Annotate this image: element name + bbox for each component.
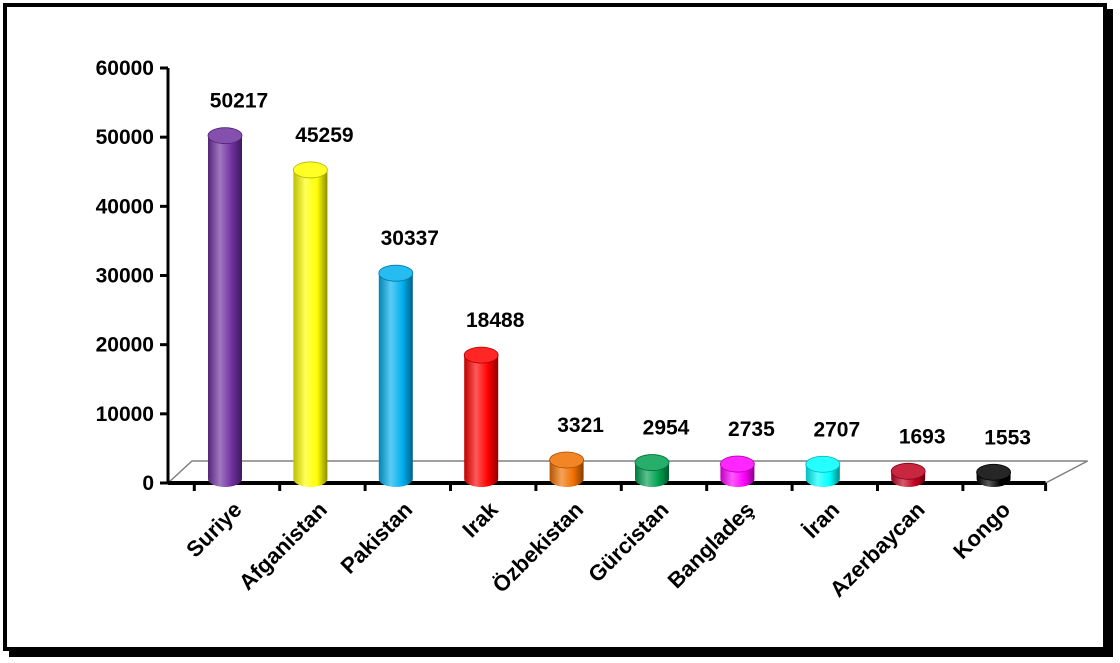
y-tick-label: 40000 xyxy=(96,195,154,218)
data-label: 1693 xyxy=(899,425,946,448)
bar-top-0 xyxy=(207,127,243,145)
y-tick-label: 10000 xyxy=(96,403,154,426)
data-label: 45259 xyxy=(295,124,353,147)
chart-frame: 0 10000 20000 30000 40000 50000 60000 50217 452… xyxy=(3,3,1107,651)
data-label: 2735 xyxy=(728,418,775,441)
x-tick-label: Özbekistan xyxy=(487,497,588,598)
bar-top-8 xyxy=(890,462,926,480)
y-tick-label: 50000 xyxy=(96,126,154,149)
x-tick-label: Afganistan xyxy=(234,497,332,595)
y-tick-label: 20000 xyxy=(96,334,154,357)
x-tick-label: Suriye xyxy=(181,497,246,562)
x-tick-label: Pakistan xyxy=(336,497,418,579)
x-tick-label: Bangladeş xyxy=(663,497,759,593)
bar-top-7 xyxy=(805,455,841,473)
bar-0 xyxy=(208,135,242,487)
x-tick-label: Kongo xyxy=(948,497,1015,564)
data-label: 50217 xyxy=(210,90,268,113)
data-label: 1553 xyxy=(984,426,1031,449)
y-tick-label: 60000 xyxy=(96,57,154,80)
bar-chart: 0 10000 20000 30000 40000 50000 60000 50217 452… xyxy=(96,57,1088,602)
bar-top-3 xyxy=(463,346,499,364)
y-tick-label: 0 xyxy=(142,472,154,495)
y-tick-label: 30000 xyxy=(96,265,154,288)
bar-top-1 xyxy=(292,161,328,179)
bar-top-4 xyxy=(549,451,584,469)
bar-top-5 xyxy=(634,454,670,471)
bar-3 xyxy=(464,355,499,487)
x-tick-label: Gürcistan xyxy=(583,497,673,587)
data-label: 30337 xyxy=(381,227,439,250)
bar-top-6 xyxy=(720,455,755,473)
bar-top-9 xyxy=(976,463,1011,481)
bars xyxy=(207,127,1011,487)
x-tick-label: Irak xyxy=(457,496,503,542)
data-label: 2707 xyxy=(813,418,860,441)
bar-2 xyxy=(378,273,413,487)
x-tick-label: İran xyxy=(798,497,844,543)
data-label: 18488 xyxy=(466,309,525,332)
data-labels: 50217 45259 30337 18488 3321 2954 2735 2707 1693… xyxy=(210,90,1031,450)
bar-1 xyxy=(293,169,328,487)
data-label: 3321 xyxy=(557,414,604,437)
bar-top-2 xyxy=(378,264,414,282)
data-label: 2954 xyxy=(643,417,690,440)
